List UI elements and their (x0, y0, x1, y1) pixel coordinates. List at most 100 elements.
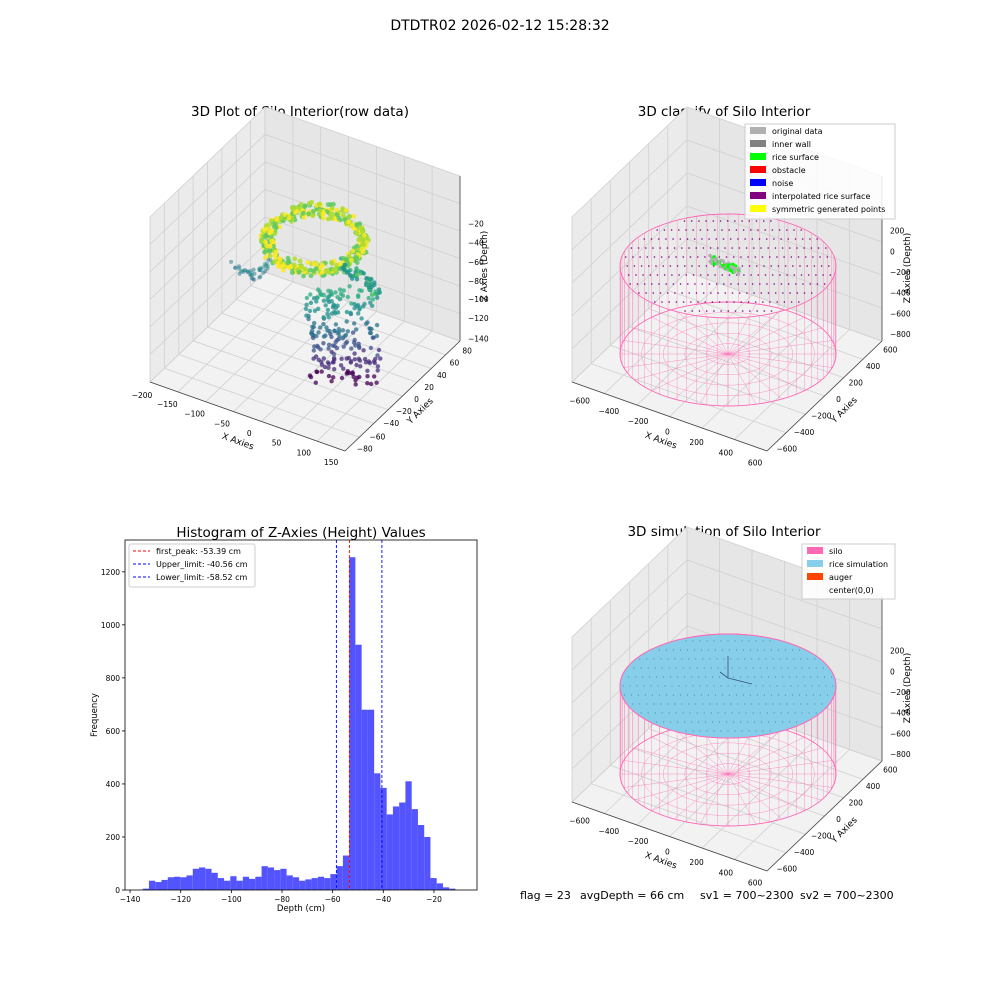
panel-raw-3d-plot: 3D Plot of Silo Interior(row data)−200−1… (132, 104, 490, 467)
simulation-point (684, 721, 686, 723)
point-marker (314, 333, 319, 339)
point-marker (305, 260, 311, 265)
interpolated-point (817, 247, 820, 249)
interpolated-point (797, 256, 800, 258)
simulation-point (731, 667, 733, 669)
interpolated-point (678, 229, 680, 231)
interpolated-point (741, 265, 744, 267)
interpolated-point (820, 265, 823, 267)
simulation-point (689, 712, 691, 714)
point-marker (343, 332, 349, 338)
point-marker (301, 273, 306, 279)
simulation-point (699, 640, 701, 642)
simulation-point (800, 658, 802, 660)
interpolated-point (754, 256, 757, 258)
histogram-bar (280, 868, 287, 890)
point-marker (310, 328, 315, 333)
simulation-point (784, 694, 787, 696)
simulation-point (769, 685, 771, 687)
simulation-point (649, 676, 651, 678)
interpolated-point (707, 274, 709, 276)
simulation-point (819, 694, 822, 696)
point-marker (339, 375, 345, 381)
point-marker (301, 215, 307, 220)
simulation-point (710, 712, 712, 714)
interpolated-point (745, 247, 748, 249)
simulation-point (705, 721, 707, 723)
histogram-bar (311, 878, 318, 890)
raw-xtick-label: 50 (272, 439, 282, 448)
histogram-bar (174, 876, 181, 890)
raw-ytick-label: −80 (357, 445, 373, 454)
interpolated-point (642, 274, 644, 276)
histogram-bar (411, 809, 418, 890)
interpolated-point (798, 301, 800, 303)
simulation-point (706, 730, 708, 732)
point-marker (367, 277, 373, 282)
point-marker (275, 260, 281, 266)
interpolated-point (643, 283, 646, 285)
interpolated-point (778, 229, 781, 231)
cls-ytick-label: −400 (794, 428, 815, 437)
simulation-point (685, 685, 687, 687)
cls-xtick-label: 0 (665, 428, 670, 437)
interpolated-point (826, 256, 829, 258)
interpolated-point (809, 238, 811, 240)
point-marker (347, 272, 353, 278)
simulation-point (804, 685, 806, 687)
cls-silo-floor-spoke (673, 353, 729, 400)
cls-silo-floor-spoke (727, 308, 783, 355)
simulation-point (696, 667, 698, 669)
cls-silo-floor-spoke (727, 353, 757, 405)
raw-ztick-label: −80 (468, 277, 484, 286)
point-marker (353, 378, 358, 383)
histogram-bar (161, 879, 168, 890)
interpolated-point (770, 310, 773, 312)
raw-ztick-label: −40 (468, 239, 484, 248)
simulation-point (779, 658, 781, 660)
point-marker (354, 266, 359, 271)
simulation-point (740, 721, 742, 723)
cls-silo-floor-spoke (623, 340, 729, 355)
point-marker (368, 381, 374, 387)
sim-ytick-label: 600 (883, 766, 898, 775)
interpolated-point (687, 283, 689, 285)
point-marker (335, 295, 340, 300)
point-marker (338, 291, 344, 296)
point-marker (360, 228, 365, 234)
simulation-point (702, 658, 704, 660)
point-marker (377, 290, 382, 295)
histogram-bar (392, 806, 400, 890)
point-marker (245, 270, 250, 274)
simulation-point (640, 712, 642, 714)
interpolated-point (750, 274, 752, 276)
point-marker (312, 320, 317, 326)
point-marker (316, 306, 321, 311)
point-marker (329, 311, 334, 316)
simulation-point (801, 667, 803, 669)
interpolated-point (815, 274, 817, 276)
flag-readout: flag = 23 (520, 889, 571, 902)
point-marker (328, 215, 334, 220)
interpolated-point (646, 256, 649, 258)
simulation-point (658, 649, 661, 651)
simulation-point (647, 667, 649, 669)
simulation-point (754, 676, 756, 678)
legend-label: Lower_limit: -58.52 cm (156, 573, 248, 582)
point-marker (337, 334, 342, 339)
interpolated-point (694, 283, 696, 285)
interpolated-point (787, 238, 790, 240)
rice-surface-point (709, 259, 714, 264)
sim-xtick-label: 200 (689, 858, 704, 867)
interpolated-point (769, 301, 771, 303)
simulation-point (700, 694, 703, 696)
interpolated-point (688, 292, 691, 294)
interpolated-point (651, 283, 653, 285)
histogram-bar (361, 709, 368, 890)
cls-silo-floor-spoke (727, 353, 783, 400)
legend-label: rice simulation (829, 560, 888, 569)
cls-ytick-label: −600 (776, 445, 797, 454)
point-marker (327, 294, 332, 299)
interpolated-point (738, 292, 741, 294)
